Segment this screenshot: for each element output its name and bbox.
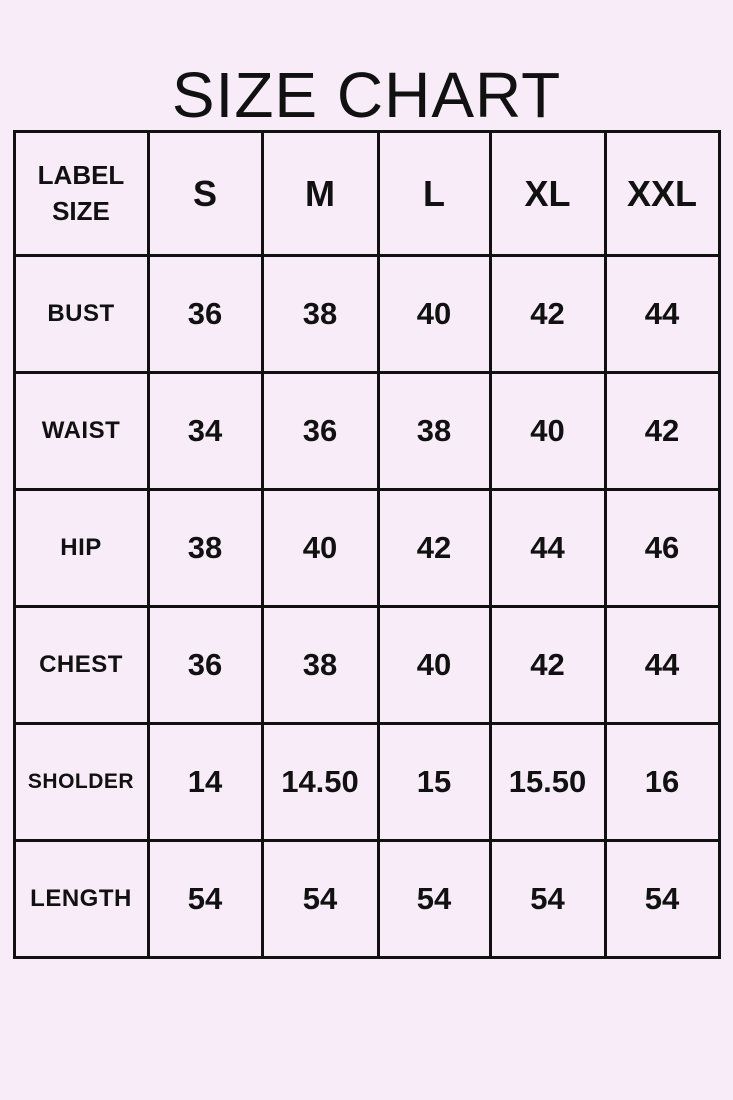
value-cell: 42 <box>603 371 721 491</box>
table-row-bust: BUST 36 38 40 42 44 <box>12 254 721 374</box>
value-cell: 40 <box>376 605 492 725</box>
row-label-hip: HIP <box>12 488 150 608</box>
value-cell: 38 <box>260 254 380 374</box>
row-label-waist: WAIST <box>12 371 150 491</box>
value-cell: 44 <box>488 488 607 608</box>
size-chart-table: LABEL SIZE S M L XL XXL BUST 36 38 40 42… <box>12 130 721 959</box>
table-header-row: LABEL SIZE S M L XL XXL <box>12 130 721 257</box>
value-cell: 36 <box>146 605 264 725</box>
row-label-length: LENGTH <box>12 839 150 959</box>
value-cell: 54 <box>260 839 380 959</box>
value-cell: 38 <box>376 371 492 491</box>
row-label-sholder: SHOLDER <box>12 722 150 842</box>
value-cell: 40 <box>260 488 380 608</box>
value-cell: 15.50 <box>488 722 607 842</box>
value-cell: 54 <box>603 839 721 959</box>
header-size-m: M <box>260 130 380 257</box>
value-cell: 16 <box>603 722 721 842</box>
value-cell: 15 <box>376 722 492 842</box>
value-cell: 14 <box>146 722 264 842</box>
header-size-xl: XL <box>488 130 607 257</box>
header-label-size: LABEL SIZE <box>12 130 150 257</box>
header-size-s: S <box>146 130 264 257</box>
value-cell: 44 <box>603 254 721 374</box>
value-cell: 54 <box>146 839 264 959</box>
value-cell: 14.50 <box>260 722 380 842</box>
value-cell: 42 <box>376 488 492 608</box>
value-cell: 44 <box>603 605 721 725</box>
table-row-chest: CHEST 36 38 40 42 44 <box>12 605 721 725</box>
table-row-waist: WAIST 34 36 38 40 42 <box>12 371 721 491</box>
table-row-length: LENGTH 54 54 54 54 54 <box>12 839 721 959</box>
value-cell: 54 <box>376 839 492 959</box>
value-cell: 40 <box>376 254 492 374</box>
value-cell: 38 <box>260 605 380 725</box>
value-cell: 38 <box>146 488 264 608</box>
value-cell: 54 <box>488 839 607 959</box>
header-size-xxl: XXL <box>603 130 721 257</box>
page-title: SIZE CHART <box>171 59 562 131</box>
value-cell: 36 <box>146 254 264 374</box>
value-cell: 40 <box>488 371 607 491</box>
row-label-bust: BUST <box>12 254 150 374</box>
value-cell: 42 <box>488 254 607 374</box>
table-row-hip: HIP 38 40 42 44 46 <box>12 488 721 608</box>
table-row-sholder: SHOLDER 14 14.50 15 15.50 16 <box>12 722 721 842</box>
value-cell: 42 <box>488 605 607 725</box>
value-cell: 34 <box>146 371 264 491</box>
header-size-l: L <box>376 130 492 257</box>
value-cell: 46 <box>603 488 721 608</box>
value-cell: 36 <box>260 371 380 491</box>
row-label-chest: CHEST <box>12 605 150 725</box>
